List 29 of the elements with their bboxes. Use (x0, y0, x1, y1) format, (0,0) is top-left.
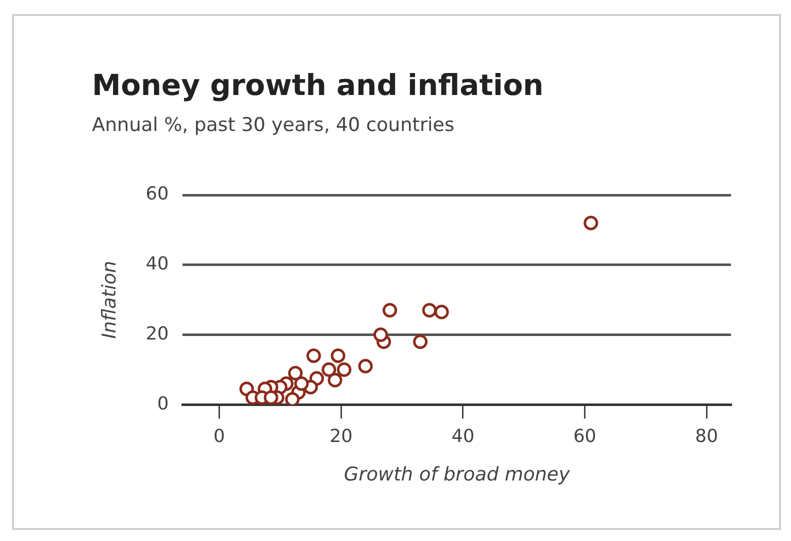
y-tick-label: 0 (157, 393, 169, 414)
point (306, 348, 321, 363)
point (285, 392, 300, 405)
x-axis-title: Growth of broad money (344, 464, 571, 486)
point (382, 303, 398, 318)
chart-subtitle: Annual %, past 30 years, 40 countries (92, 114, 454, 136)
y-tick-label: 20 (146, 323, 169, 344)
y-tick-label: 40 (146, 254, 169, 275)
point (330, 348, 346, 363)
y-tick-label: 60 (146, 184, 169, 205)
point (322, 362, 336, 377)
point (358, 358, 373, 374)
point (288, 366, 303, 380)
y-axis-title: Inflation (98, 260, 120, 339)
x-tick-label: 80 (695, 426, 718, 448)
point (413, 334, 428, 349)
x-tick-label: 40 (451, 426, 474, 448)
x-tick-label: 60 (573, 426, 596, 448)
chart-title: Money growth and inflation (92, 68, 544, 102)
point (336, 362, 352, 377)
point (294, 376, 309, 391)
point (264, 390, 278, 405)
point (584, 216, 598, 230)
x-tick-label: 20 (330, 426, 353, 448)
x-tick-label: 0 (214, 426, 225, 448)
point (434, 304, 449, 320)
point (422, 303, 437, 318)
point (328, 372, 342, 388)
point (373, 327, 388, 342)
